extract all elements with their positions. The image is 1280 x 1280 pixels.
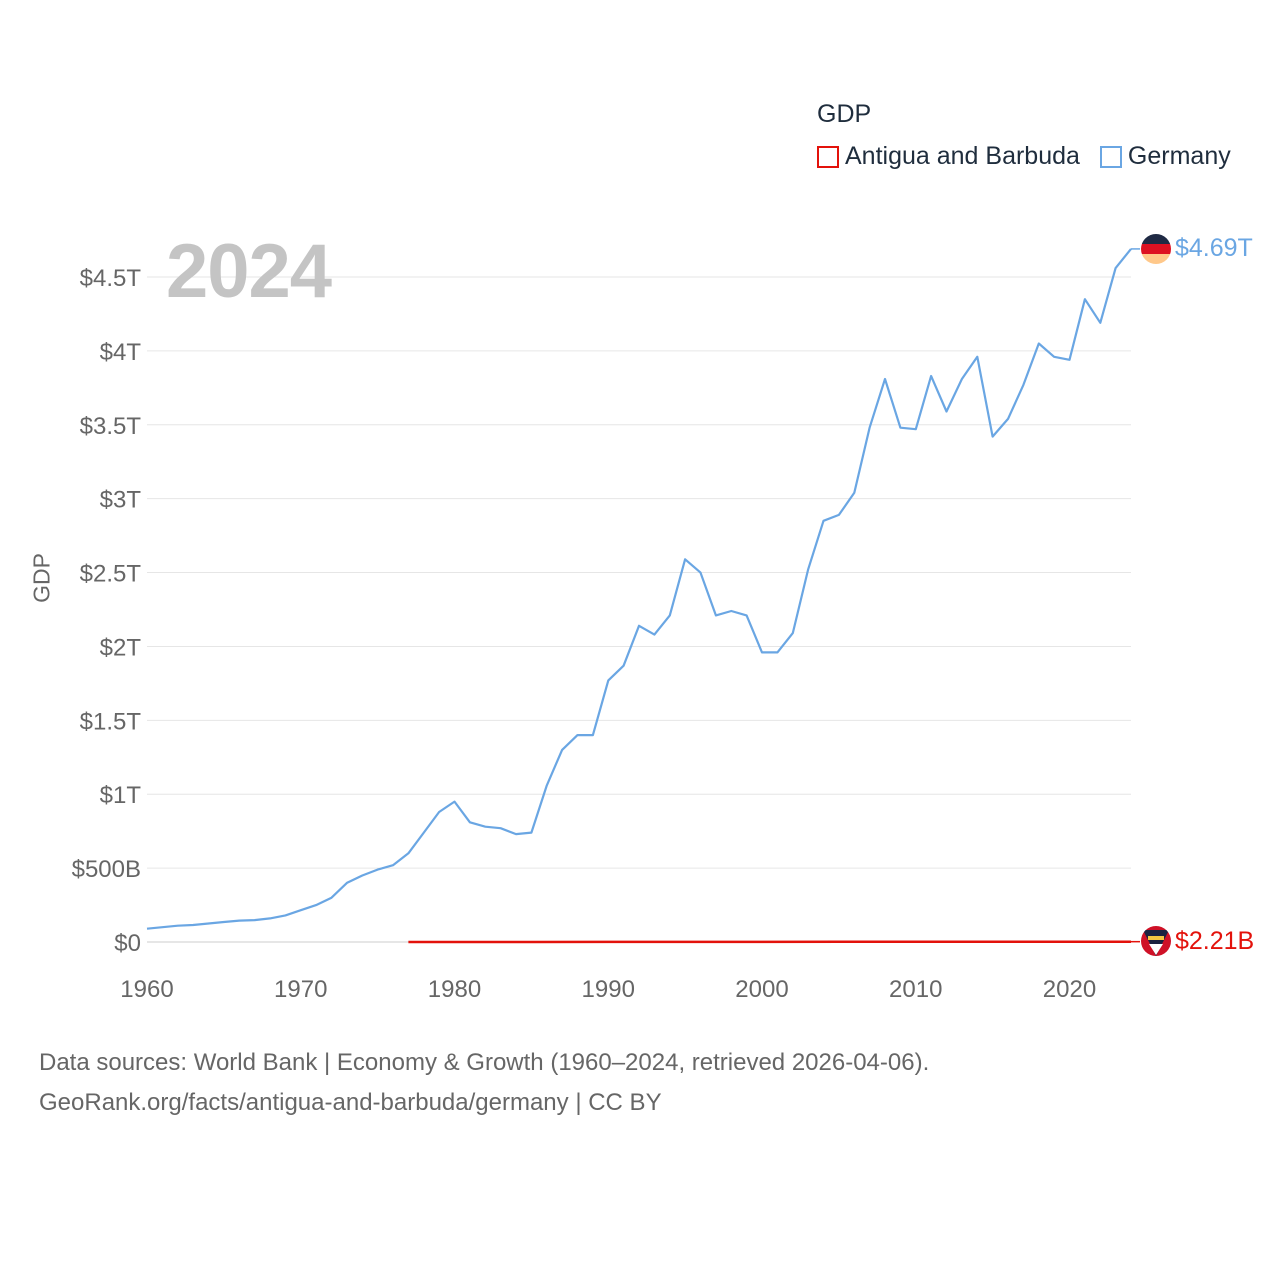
legend-swatch-germany [1099, 145, 1122, 168]
current-year-label: 2024 [166, 229, 332, 314]
y-tick-label: $4.5T [80, 265, 142, 292]
y-axis-ticks: $0 $500B $1T $1.5T $2T $2.5T $3T $3.5T $4T $4.5T [72, 265, 142, 957]
x-tick-label: 1970 [274, 976, 327, 1003]
y-tick-label: $2T [100, 634, 142, 661]
x-tick-label: 1990 [582, 976, 635, 1003]
y-tick-label: $1.5T [80, 708, 142, 735]
germany-end-value: $4.69T [1175, 234, 1253, 262]
y-tick-label: $3.5T [80, 413, 142, 440]
x-tick-label: 2020 [1043, 976, 1096, 1003]
series-end-markers: $4.69T $2.21B [1141, 234, 1254, 956]
x-axis-ticks: 1960 1970 1980 1990 2000 2010 2020 [120, 976, 1096, 1003]
legend-swatch-antigua [817, 145, 839, 168]
attribution-text: GeoRank.org/facts/antigua-and-barbuda/ge… [39, 1089, 662, 1116]
legend-label-germany: Germany [1127, 142, 1231, 170]
y-tick-label: $3T [100, 487, 142, 514]
antigua-flag-icon [1141, 926, 1171, 956]
antigua-end-value: $2.21B [1175, 927, 1254, 955]
y-tick-label: $1T [100, 782, 142, 809]
x-tick-label: 1980 [428, 976, 481, 1003]
y-tick-label: $2.5T [80, 561, 142, 588]
x-tick-label: 2010 [889, 976, 942, 1003]
data-sources-text: Data sources: World Bank | Economy & Gro… [39, 1049, 930, 1076]
legend-label-antigua: Antigua and Barbuda [845, 142, 1080, 170]
y-axis-title: GDP [28, 553, 55, 603]
footer: Data sources: World Bank | Economy & Gro… [39, 1043, 929, 1123]
y-tick-label: $0 [114, 930, 141, 957]
legend-item-antigua[interactable]: Antigua and Barbuda [817, 142, 1080, 171]
x-tick-label: 1960 [120, 976, 173, 1003]
series-line-germany[interactable] [146, 248, 1132, 930]
series-lines [146, 248, 1140, 944]
y-tick-label: $500B [72, 856, 141, 883]
legend-title: GDP [817, 100, 872, 128]
grid-lines [147, 276, 1131, 943]
x-tick-label: 2000 [735, 976, 788, 1003]
germany-flag-icon [1141, 234, 1171, 264]
legend-item-germany[interactable]: Germany [1099, 142, 1231, 171]
legend: Antigua and Barbuda Germany [817, 142, 1231, 171]
y-tick-label: $4T [100, 339, 142, 366]
